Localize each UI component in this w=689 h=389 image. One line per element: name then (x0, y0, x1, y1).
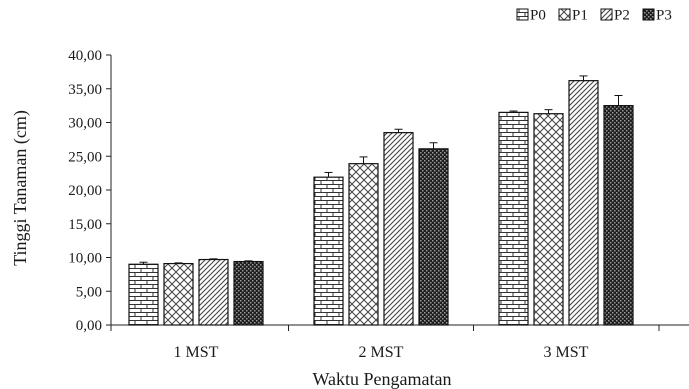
bar-p1-2 (348, 163, 379, 326)
x-axis-categories: 1 MST 2 MST 3 MST (110, 325, 660, 361)
x-tick-label: 2 MST (359, 344, 404, 361)
bar-p2-1 (198, 258, 229, 326)
y-axis-title: Tinggi Tanaman (cm) (10, 110, 31, 266)
error-bar (209, 258, 218, 260)
legend-label: P1 (572, 8, 588, 24)
error-bars-group (139, 75, 623, 265)
bar-p3-3 (603, 105, 634, 326)
y-tick-label: 10,00 (68, 251, 102, 267)
y-tick-label: 30,00 (68, 116, 102, 132)
error-bar (394, 128, 403, 133)
bar-p1-3 (533, 113, 564, 326)
y-tick-label: 5,00 (76, 284, 102, 300)
legend-swatch (516, 8, 529, 21)
legend-swatch (600, 8, 613, 21)
error-bar (174, 262, 183, 264)
bar-p0-3 (498, 111, 529, 326)
x-tick-label: 3 MST (544, 344, 589, 361)
error-bar (324, 171, 333, 178)
error-bar (579, 75, 588, 81)
bar-p0-1 (128, 263, 159, 326)
legend-item-p3: P3 (642, 8, 672, 24)
error-bar (544, 109, 553, 114)
legend-label: P0 (530, 8, 546, 24)
bar-p2-3 (568, 80, 599, 326)
bar-p2-2 (383, 132, 414, 326)
x-tick-label: 1 MST (174, 344, 219, 361)
legend-swatch (642, 8, 655, 21)
y-tick-label: 0,00 (76, 318, 102, 334)
y-axis-ticks: 0,00 5,00 10,00 15,00 20,00 25,00 30,00 35,00 40… (68, 48, 111, 334)
legend-swatch (558, 8, 571, 21)
legend-item-p1: P1 (558, 8, 588, 24)
error-bar (509, 110, 518, 113)
legend-item-p0: P0 (516, 8, 546, 24)
bar-p3-1 (233, 260, 264, 326)
legend-item-p2: P2 (600, 8, 630, 24)
error-bar (139, 261, 148, 265)
y-tick-label: 25,00 (68, 149, 102, 165)
bar-p0-2 (313, 176, 344, 326)
legend-label: P3 (656, 8, 672, 24)
error-bar (429, 142, 438, 149)
bar-p3-2 (418, 148, 449, 326)
legend: P0 P1 P2 P3 (516, 8, 672, 24)
y-tick-label: 35,00 (68, 82, 102, 98)
x-axis-title: Waktu Pengamatan (312, 369, 451, 389)
legend-label: P2 (614, 8, 630, 24)
error-bar (244, 260, 253, 262)
error-bar (614, 95, 623, 106)
plot-area: 0,00 5,00 10,00 15,00 20,00 25,00 30,00 35,00 40… (68, 48, 689, 361)
y-tick-label: 15,00 (68, 217, 102, 233)
error-bar (359, 156, 368, 164)
y-tick-label: 20,00 (68, 183, 102, 199)
y-tick-label: 40,00 (68, 48, 102, 64)
bar-p1-1 (163, 262, 194, 326)
bars-group (128, 80, 634, 326)
